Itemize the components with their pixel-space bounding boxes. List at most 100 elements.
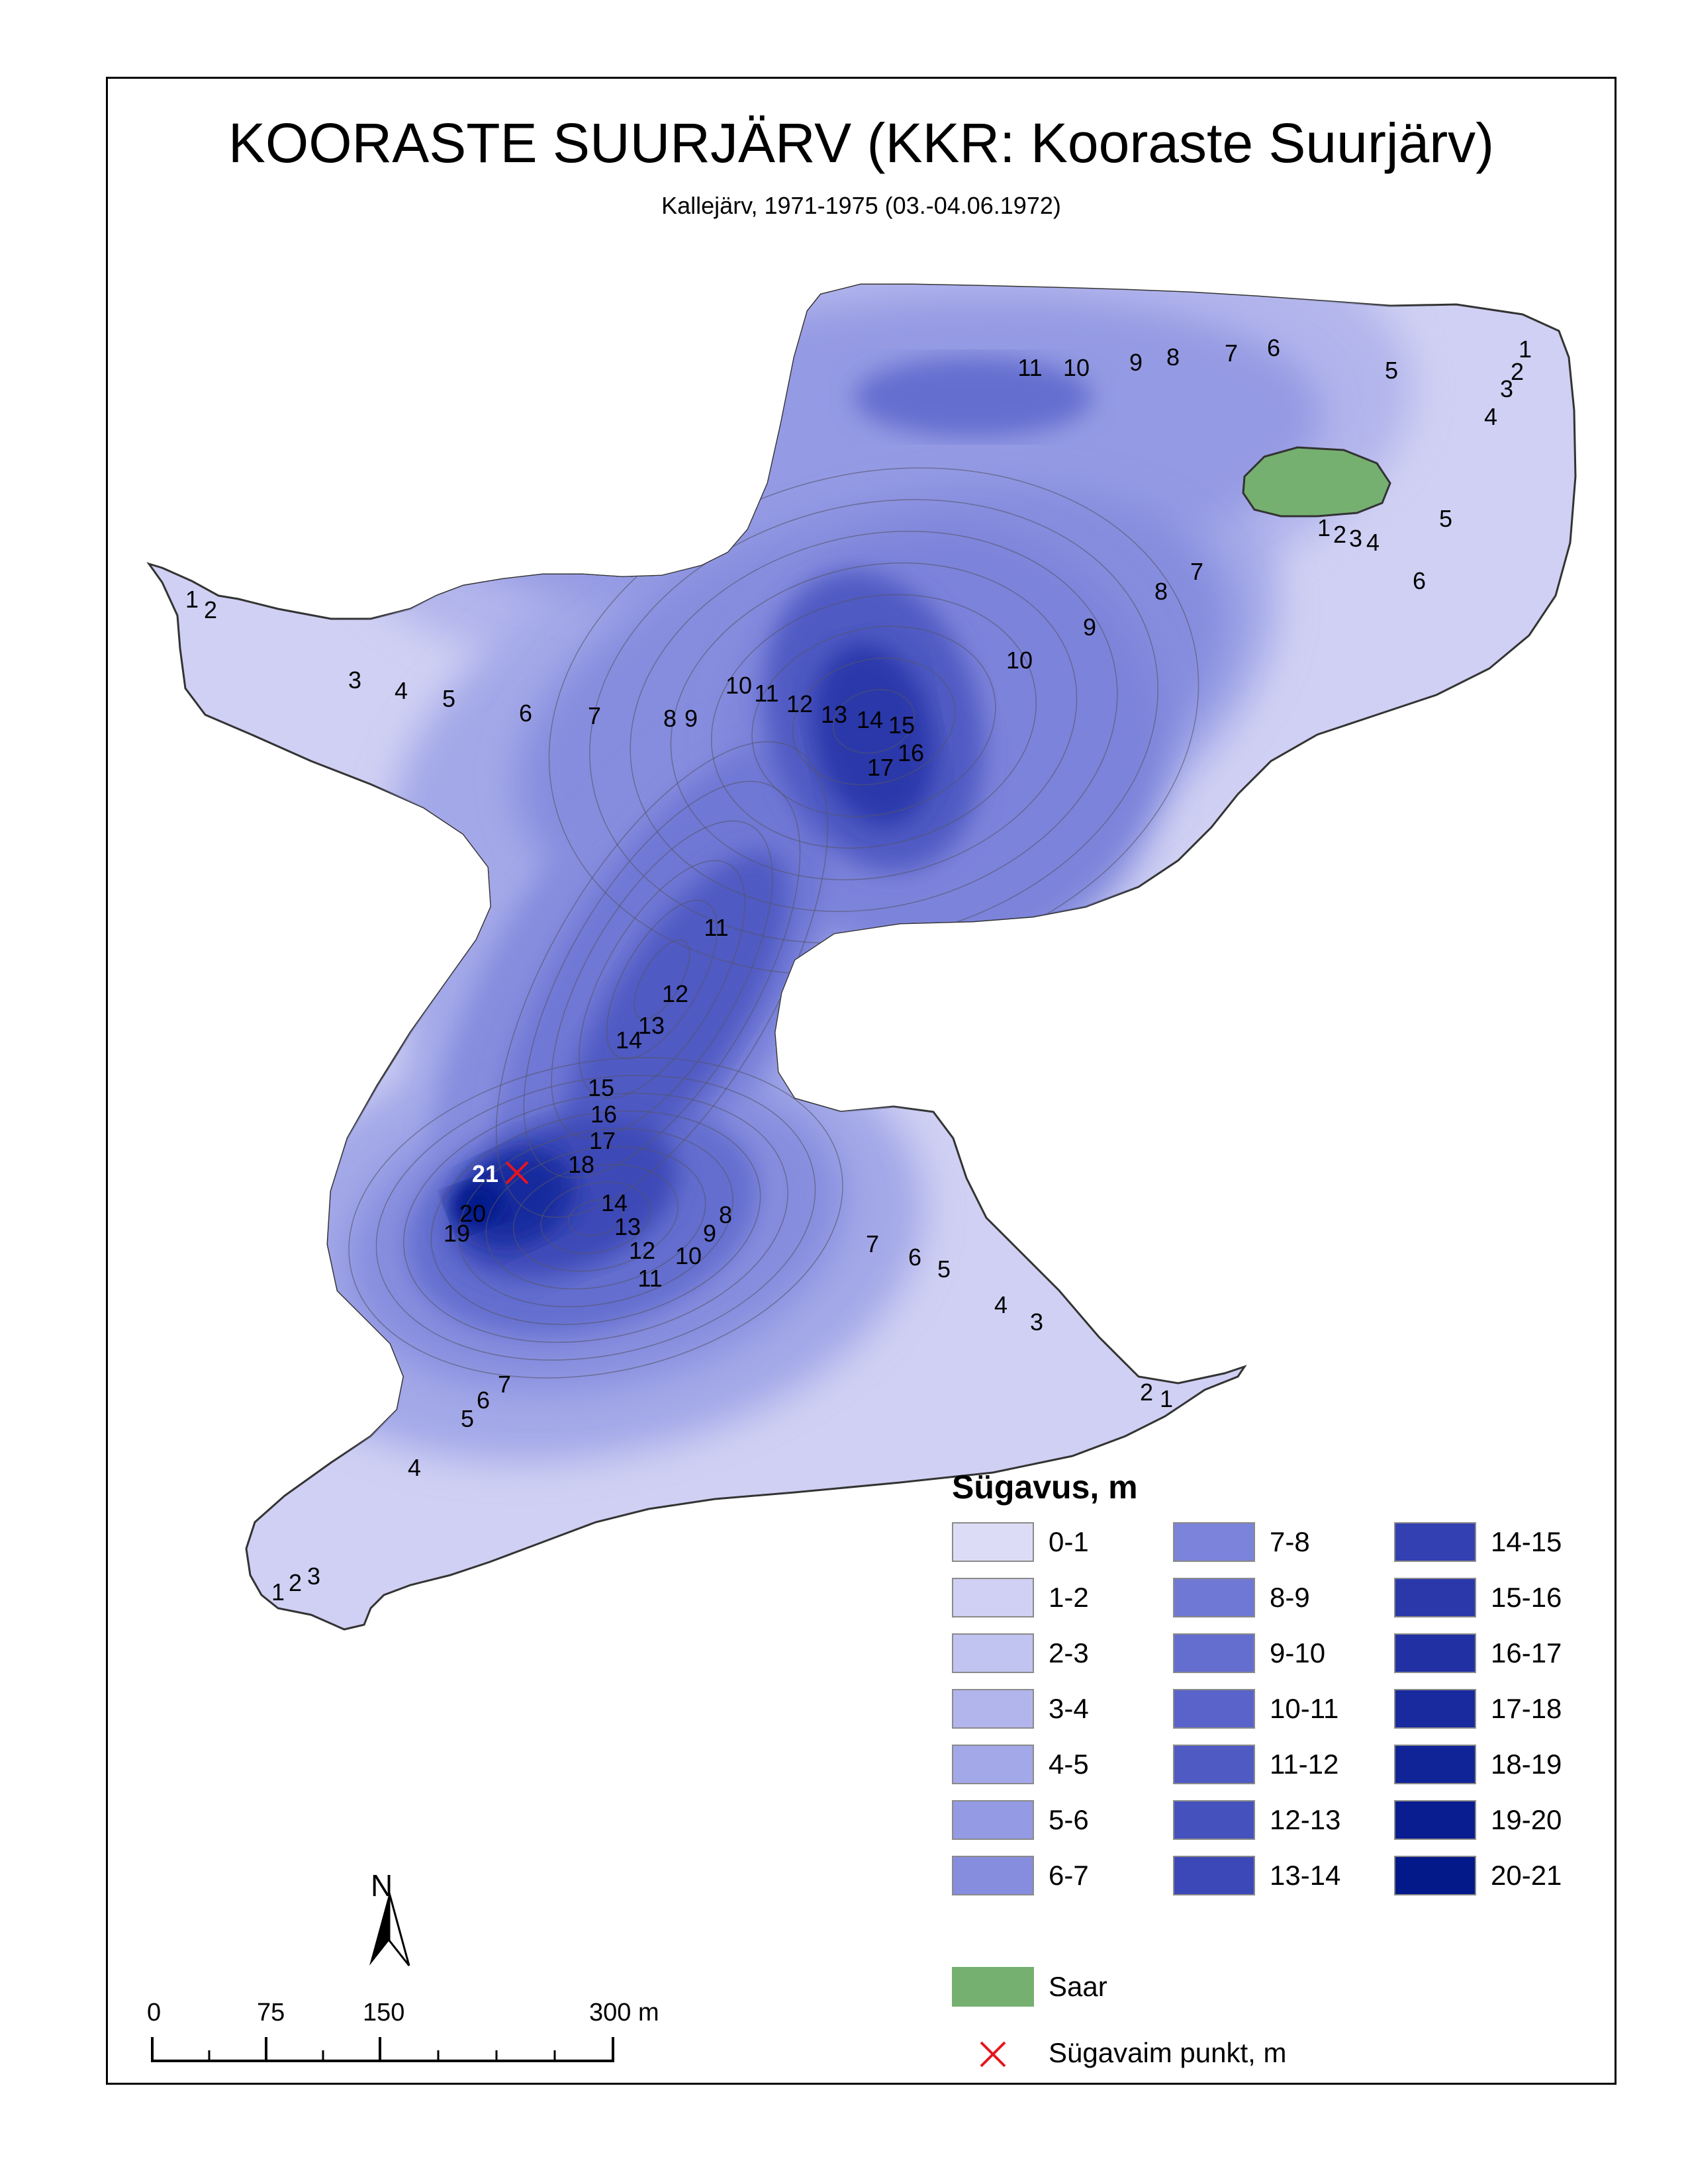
contour-label: 1 [1160,1385,1173,1412]
legend-label: 3-4 [1049,1693,1089,1724]
map-subtitle: Kallejärv, 1971-1975 (03.-04.06.1972) [661,192,1061,219]
contour-label: 11 [1017,354,1042,381]
contour-label: 14 [857,706,883,733]
contour-label: 18 [568,1151,594,1178]
scale-label-0: 0 [147,1999,162,2026]
contour-label: 11 [637,1265,662,1292]
legend-swatch [1394,1856,1476,1895]
depth-zone [450,1181,503,1228]
contour-label: 14 [616,1026,642,1054]
contour-label: 17 [589,1127,616,1154]
legend-label: 4-5 [1049,1749,1089,1780]
contour-label: 3 [1030,1308,1043,1336]
legend-deepest: Sügavaim punkt, m [952,2033,1287,2073]
contour-line [630,531,1118,912]
legend-label: 17-18 [1491,1693,1562,1724]
legend-swatch [952,1689,1034,1729]
legend-swatch [952,1745,1034,1784]
island-legend-label: Saar [1049,1971,1107,2002]
legend-swatch [952,1633,1034,1673]
contour-label: 13 [821,701,847,728]
contour-label: 2 [1333,521,1346,548]
contour-label: 5 [937,1255,951,1283]
contour-label: 5 [1385,357,1398,384]
legend-swatch [952,1522,1034,1562]
contour-label: 3 [307,1563,320,1590]
contour-label: 8 [663,705,677,732]
contour-label: 3 [1500,375,1513,402]
contour-label: 9 [684,705,698,732]
contour-label: 4 [395,677,408,704]
contour-line [523,780,801,1179]
legend-label: 9-10 [1270,1637,1326,1668]
contour-line [540,1181,651,1254]
legend-swatch [1173,1800,1255,1840]
legend-swatch [1394,1800,1476,1840]
contour-label: 9 [1083,614,1096,641]
contour-label: 10 [1063,354,1090,381]
contour-label: 7 [498,1371,511,1398]
legend-swatch [1394,1689,1476,1729]
contour-label: 1 [1317,514,1331,541]
legend-swatch [952,1856,1034,1895]
north-arrow-icon [369,1892,410,1966]
contour-line [832,689,915,754]
contour-label: 5 [1439,505,1452,532]
contour-line [458,1128,733,1308]
contour-label: 9 [1129,349,1143,376]
contour-label: 17 [867,754,894,781]
scale-label-75: 75 [257,1999,285,2026]
scale-bar [151,2037,614,2062]
legend-label: 6-7 [1049,1860,1089,1891]
contour-label: 14 [601,1189,628,1216]
contour-label: 6 [908,1244,921,1271]
legend-swatch [1394,1745,1476,1784]
contour-label: 10 [675,1242,702,1269]
legend-swatch [1173,1578,1255,1617]
contour-label: 8 [1166,343,1180,371]
contour-label: 16 [590,1101,617,1128]
legend-label: 13-14 [1270,1860,1341,1891]
depth-zone [854,357,1092,437]
contour-line [496,741,828,1218]
deepest-legend-label: Sügavaim punkt, m [1049,2037,1287,2068]
scale-label-150: 150 [363,1999,405,2026]
contour-label: 4 [1366,529,1380,556]
legend-swatch [1394,1522,1476,1562]
contour-label: 11 [704,914,728,941]
contour-label: 5 [461,1405,474,1432]
legend-label: 12-13 [1270,1804,1341,1835]
contour-label: 15 [588,1074,614,1101]
contour-label: 7 [1190,558,1203,585]
legend-label: 14-15 [1491,1526,1562,1557]
legend-swatch [1173,1522,1255,1562]
legend-label: 15-16 [1491,1582,1562,1613]
legend-label: 1-2 [1049,1582,1089,1613]
contour-line [567,1199,624,1236]
contour-label: 3 [1349,525,1362,552]
deepest-point-icon [980,2041,1006,2068]
island [1242,446,1391,518]
legend-swatch [952,1578,1034,1617]
contour-line [711,594,1037,849]
contour-label: 12 [662,980,688,1007]
contour-line [751,625,996,817]
contour-label: 2 [1140,1379,1153,1406]
contour-label: 2 [204,596,217,623]
contour-label: 8 [1154,578,1168,605]
contour-label: 4 [994,1291,1008,1318]
legend-swatch [1173,1689,1255,1729]
legend-swatch [1173,1633,1255,1673]
contour-line [579,860,745,1099]
legend-label: 11-12 [1270,1749,1339,1780]
deepest-point-label: 21 [472,1160,498,1187]
contour-label: 6 [1413,567,1426,594]
contour-label: 12 [629,1237,655,1264]
contour-line [348,1057,843,1379]
legend-swatch [1394,1578,1476,1617]
legend-swatch [952,1800,1034,1840]
depth-zone [812,643,935,827]
contour-label: 16 [898,739,924,766]
legend-label: 10-11 [1270,1693,1339,1724]
